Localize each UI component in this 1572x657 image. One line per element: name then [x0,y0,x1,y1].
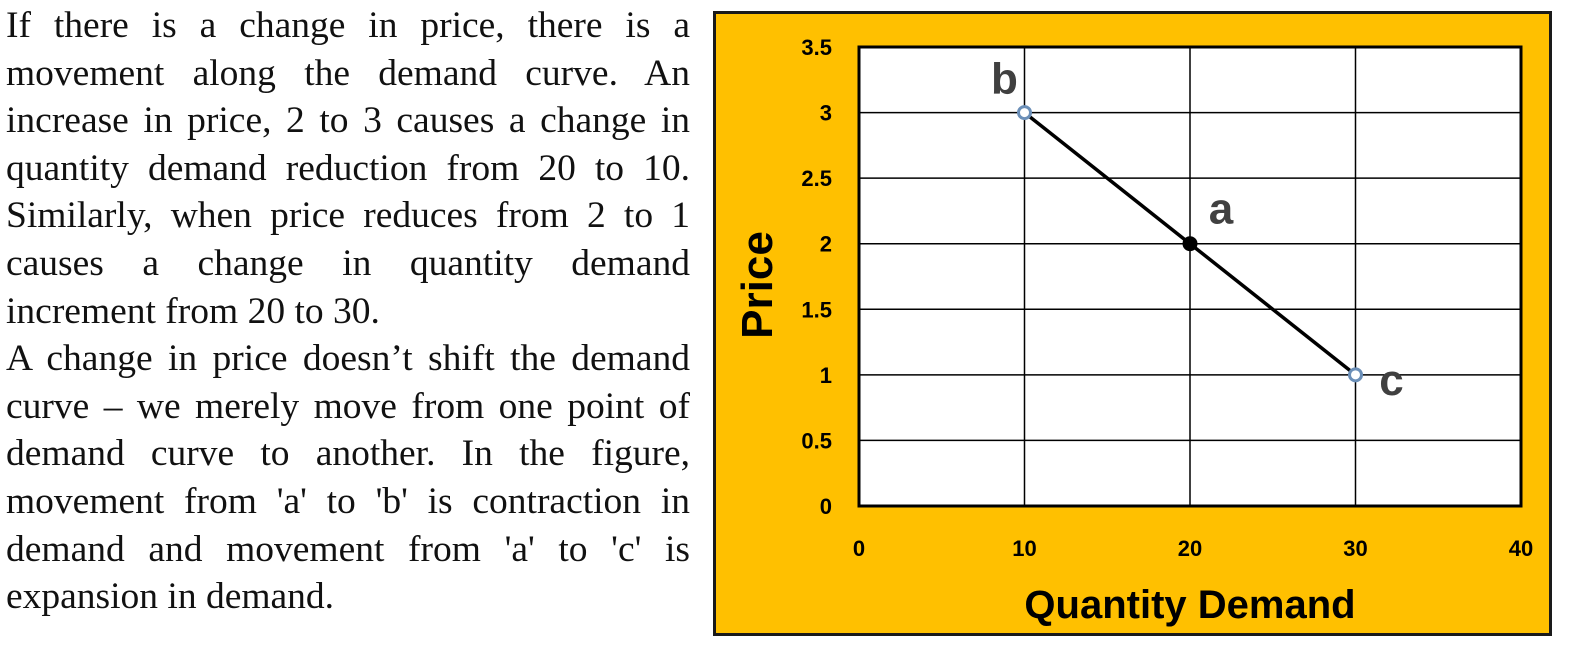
y-tick-label: 2 [820,232,832,257]
chart-panel: 0 0.5 1 1.5 2 2.5 3 3.5 0 10 20 30 40 b a c Price Qua… [713,11,1552,636]
x-tick-label: 10 [1012,536,1036,561]
y-tick-label: 1 [820,363,832,388]
x-tick-label: 40 [1509,536,1533,561]
point-label-c: c [1379,356,1403,405]
y-tick-label: 0.5 [801,428,832,453]
x-tick-label: 20 [1178,536,1202,561]
y-axis-label: Price [733,231,782,339]
y-tick-labels: 0 0.5 1 1.5 2 2.5 3 3.5 [801,35,832,519]
plot-frame [857,45,1523,508]
demand-points: b a c [991,55,1404,405]
explanation-paragraph-2: A change in price doesn’t shift the dema… [6,338,690,618]
x-axis-label: Quantity Demand [1024,583,1355,627]
y-tick-label: 3 [820,101,832,126]
point-marker-b [1017,105,1032,121]
y-tick-label: 0 [820,494,832,519]
y-tick-label: 2.5 [801,166,832,191]
explanation-paragraph-1: If there is a change in price, there is … [6,5,690,332]
y-tick-label: 1.5 [801,297,832,322]
explanation-text: If there is a change in price, there is … [6,2,690,621]
y-tick-label: 3.5 [801,35,832,60]
demand-curve-chart: 0 0.5 1 1.5 2 2.5 3 3.5 0 10 20 30 40 b a c Price Qua… [716,14,1549,633]
point-label-b: b [991,55,1018,104]
x-tick-label: 30 [1343,536,1367,561]
point-marker-c [1348,367,1363,383]
point-label-a: a [1209,185,1234,234]
x-tick-labels: 0 10 20 30 40 [853,536,1533,561]
point-marker-a [1182,236,1198,252]
x-tick-label: 0 [853,536,865,561]
